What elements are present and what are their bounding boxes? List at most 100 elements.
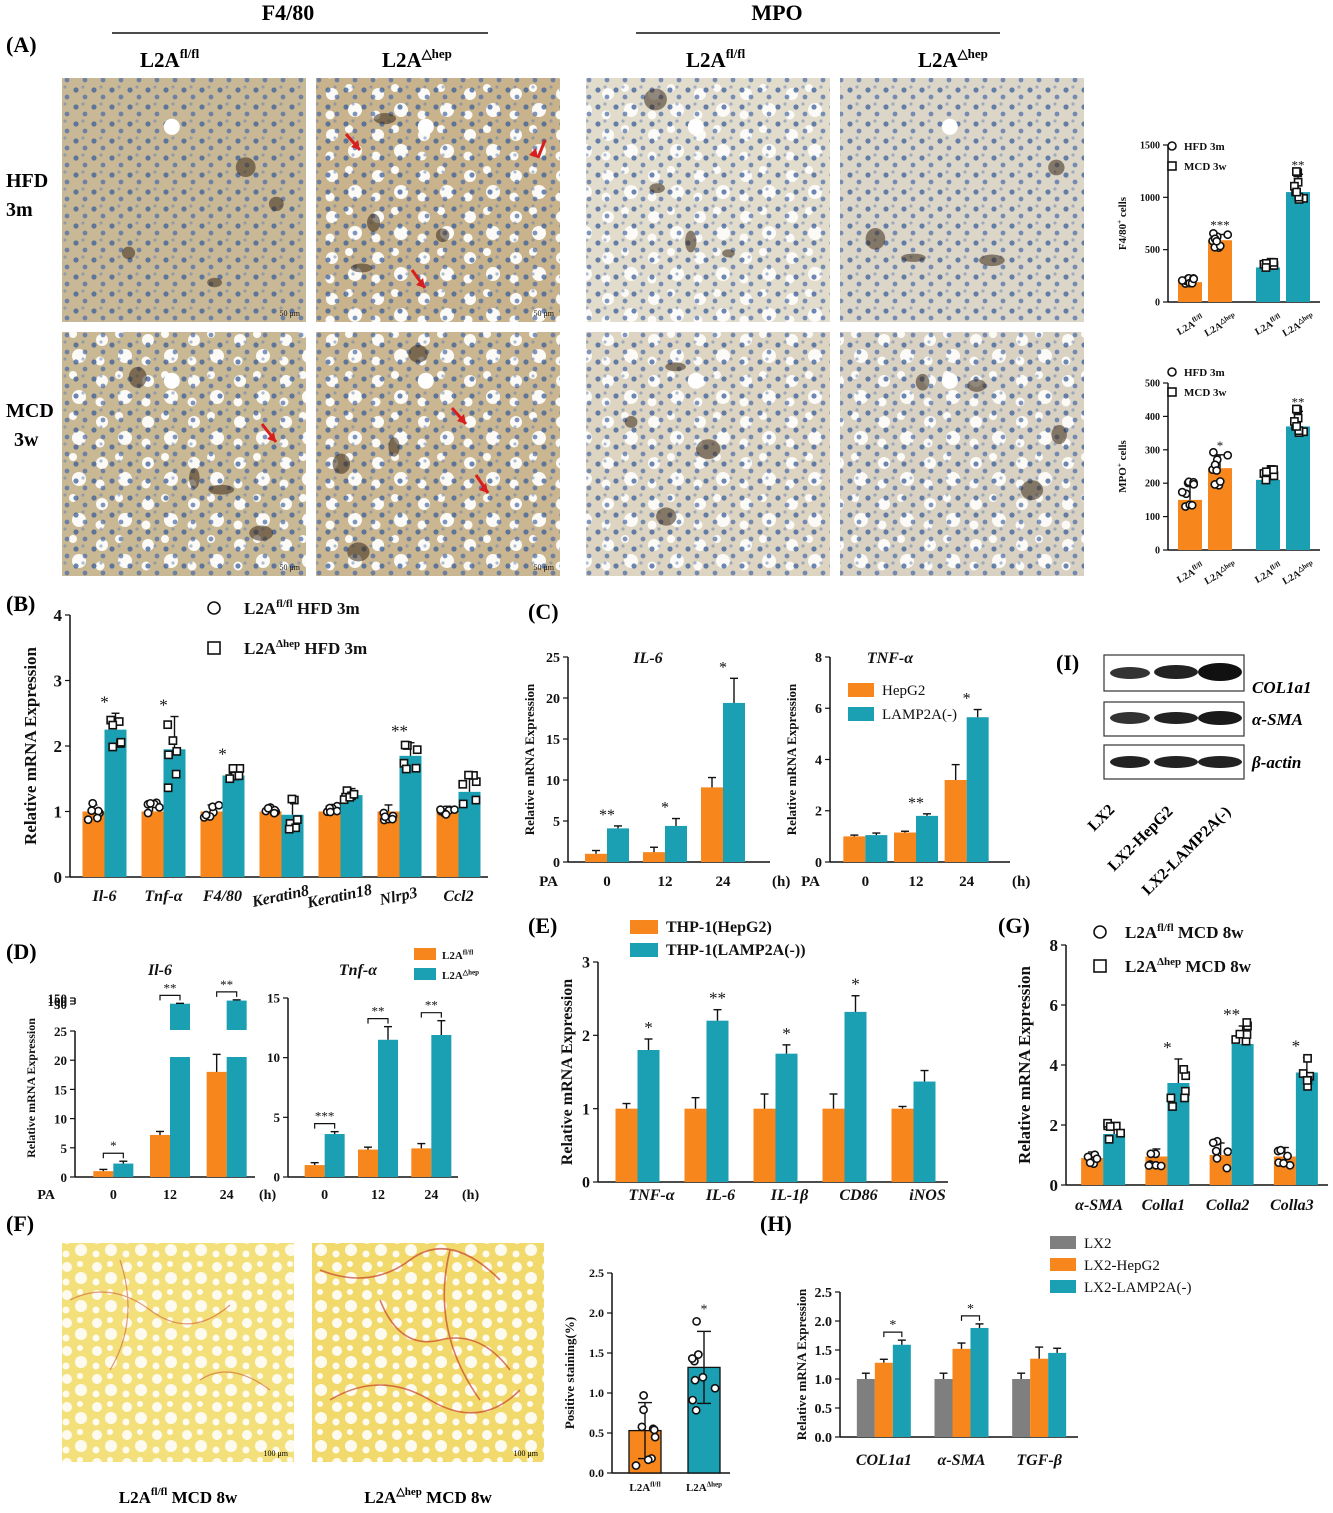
red-arrow-head [479, 483, 488, 493]
blot-band [1154, 665, 1198, 679]
data-point-square [108, 742, 118, 752]
panel-letter-e: (E) [528, 913, 557, 938]
nuclei [586, 78, 830, 322]
bar [856, 1379, 875, 1437]
y-tick-label: 150 [48, 991, 68, 1006]
x-tick-label: TGF-β [1016, 1452, 1062, 1469]
x-tick-label: iNOS [909, 1187, 946, 1204]
blot-band [1110, 756, 1150, 768]
vessel [687, 118, 704, 135]
data-point-square [411, 763, 421, 773]
blot-band [1110, 712, 1150, 724]
data-point-circle [1223, 450, 1233, 460]
significance-marker: * [644, 1018, 653, 1037]
nuclei [62, 332, 306, 576]
data-point-square [458, 799, 468, 809]
data-point-circle [201, 810, 211, 820]
data-point-square [292, 815, 302, 825]
legend-swatch [848, 683, 874, 697]
y-tick-label: 1500 [1140, 141, 1160, 152]
bar [894, 832, 916, 862]
x-tick-label: L2AΔhep [686, 1481, 722, 1494]
y-tick-label: 5 [553, 815, 560, 830]
bar [163, 749, 186, 877]
y-tick-label: 4 [815, 753, 822, 768]
chart-A1: 0 500 1000 1500 F4/80+ cells L2Afl/fl *** L2A△h… [1116, 141, 1320, 339]
chart-title: TNF-α [867, 650, 914, 667]
vessel [687, 372, 704, 389]
stained-cluster [373, 112, 397, 125]
stained-cluster [208, 484, 235, 495]
bar [892, 1344, 911, 1437]
y-tick-label: 2 [582, 1028, 590, 1045]
stained-cluster [722, 249, 735, 258]
bar [1103, 1134, 1126, 1185]
y-tick-label: 0.5 [815, 1402, 833, 1417]
svg-text:100 μm: 100 μm [263, 1449, 288, 1458]
y-tick-label: 2.0 [589, 1306, 604, 1320]
x-prefix-label: PA [539, 874, 558, 890]
stained-cluster [915, 373, 930, 391]
bar [358, 1149, 378, 1177]
y-tick-label: 8 [815, 651, 822, 666]
legend-label: HepG2 [882, 683, 925, 699]
x-tick-label: L2Afl/fl [1252, 560, 1284, 586]
blot-band [1198, 756, 1242, 768]
axis-break-gap [225, 1030, 248, 1057]
bar [411, 1148, 432, 1177]
row-label-3w: 3w [14, 429, 39, 451]
bar [970, 1327, 989, 1437]
vessel [941, 118, 958, 135]
significance-marker: * [782, 1024, 791, 1043]
scale-bar-label: 50 μm [533, 309, 554, 318]
stained-cluster [695, 439, 721, 460]
stained-cluster [435, 228, 450, 243]
bar [1231, 1044, 1254, 1185]
data-point-square [1116, 1128, 1125, 1138]
x-tick-label: CD86 [839, 1187, 877, 1204]
data-point-square [1167, 161, 1177, 171]
stained-cluster [189, 467, 200, 489]
data-point-circle [1146, 1149, 1156, 1159]
bar [643, 852, 665, 862]
data-point-square [1302, 1076, 1312, 1085]
vessel [417, 372, 434, 389]
stained-cluster [624, 416, 638, 428]
data-point-square [1292, 421, 1302, 431]
stained-cluster [332, 453, 351, 474]
histology-tile [586, 78, 830, 322]
data-point-square [116, 737, 126, 747]
data-point-square [163, 783, 173, 793]
significance-marker: ** [908, 795, 924, 812]
x-tick-label: 12 [909, 874, 924, 890]
y-axis-label: Relative mRNA Expression [784, 683, 799, 835]
bar [222, 775, 245, 877]
bar [200, 811, 223, 877]
histology-tile [840, 78, 1084, 322]
blot-band [1198, 663, 1242, 681]
bar [141, 811, 164, 877]
stained-cluster [1051, 425, 1067, 445]
data-point-square [349, 789, 359, 799]
bar [843, 836, 866, 862]
bar [1012, 1379, 1031, 1437]
legend-label: LX2-LAMP2A(-) [1084, 1280, 1191, 1296]
stained-cluster [207, 277, 222, 288]
bar [822, 1108, 845, 1182]
data-point-square [1269, 465, 1279, 475]
significance-marker: * [719, 659, 727, 676]
y-tick-label: 10 [267, 1050, 280, 1065]
data-point-circle [87, 806, 97, 816]
sirius-image-hep: 100 μm [312, 1243, 544, 1462]
y-tick-label: 2 [815, 805, 822, 820]
bar [226, 1000, 247, 1177]
bar [113, 1163, 134, 1177]
y-tick-label: 25 [546, 651, 560, 666]
significance-bracket [420, 1012, 442, 1018]
stained-cluster [901, 253, 926, 262]
data-point-square [1303, 1053, 1312, 1063]
y-tick-label: 1.5 [815, 1344, 833, 1359]
bar [913, 1081, 936, 1182]
data-point-circle [637, 1422, 647, 1432]
